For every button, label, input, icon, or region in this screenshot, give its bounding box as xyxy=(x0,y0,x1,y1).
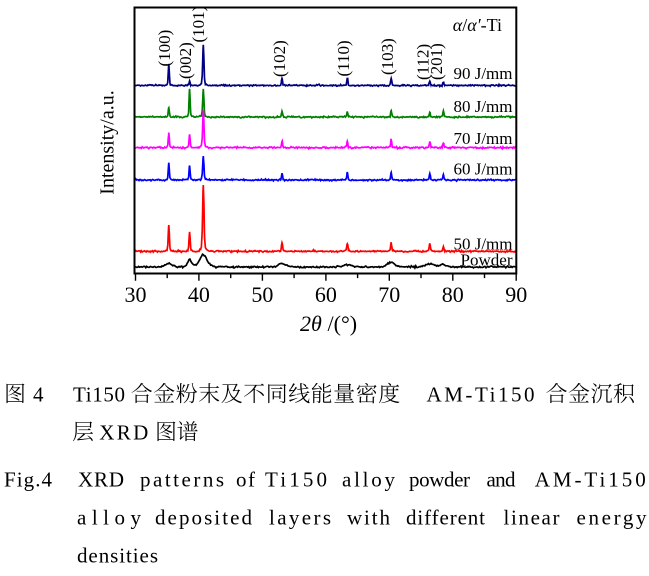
svg-text:(102): (102) xyxy=(270,40,289,77)
svg-text:Fig.4: Fig.4 xyxy=(4,467,53,491)
svg-text:AM-Ti150: AM-Ti150 xyxy=(535,467,646,491)
svg-text:(110): (110) xyxy=(334,40,353,76)
svg-text:90: 90 xyxy=(505,282,527,307)
svg-text:XRD: XRD xyxy=(78,467,124,491)
svg-text:60 J/mm: 60 J/mm xyxy=(453,160,512,179)
svg-text:30: 30 xyxy=(125,282,147,307)
svg-text:(201): (201) xyxy=(427,43,446,80)
svg-text:40: 40 xyxy=(188,282,210,307)
svg-text:70: 70 xyxy=(378,282,400,307)
svg-text:50: 50 xyxy=(251,282,273,307)
svg-text:Ti150: Ti150 xyxy=(73,383,125,407)
svg-text:(002): (002) xyxy=(176,42,195,79)
svg-text:60: 60 xyxy=(315,282,337,307)
svg-text:(101): (101) xyxy=(189,6,208,43)
svg-text:powder: powder xyxy=(409,467,470,491)
svg-text:patterns: patterns xyxy=(140,467,224,491)
svg-text:with: with xyxy=(347,505,391,529)
svg-text:α/α′-Ti: α/α′-Ti xyxy=(453,15,502,35)
svg-text:50 J/mm: 50 J/mm xyxy=(453,235,512,254)
svg-text:80 J/mm: 80 J/mm xyxy=(453,97,512,116)
svg-text:AM-Ti150: AM-Ti150 xyxy=(427,383,535,407)
svg-text:deposited: deposited xyxy=(155,505,253,529)
svg-text:(100): (100) xyxy=(155,30,174,67)
svg-text:XRD: XRD xyxy=(99,421,148,445)
svg-text:4: 4 xyxy=(33,383,44,407)
svg-text:(112): (112) xyxy=(414,44,433,80)
svg-text:Powder: Powder xyxy=(461,251,513,270)
svg-text:Ti150: Ti150 xyxy=(265,467,327,491)
svg-text:different: different xyxy=(406,505,485,529)
svg-text:70 J/mm: 70 J/mm xyxy=(453,129,512,148)
svg-text:densities: densities xyxy=(77,543,158,567)
svg-text:of: of xyxy=(236,467,255,491)
svg-text:90 J/mm: 90 J/mm xyxy=(453,64,512,83)
svg-text:/(°): /(°) xyxy=(328,311,358,336)
svg-text:(103): (103) xyxy=(378,38,397,75)
svg-text:80: 80 xyxy=(442,282,464,307)
svg-text:Intensity/a.u.: Intensity/a.u. xyxy=(97,90,119,194)
svg-text:linear: linear xyxy=(504,505,560,529)
svg-text:and: and xyxy=(487,467,517,491)
svg-text:2θ: 2θ xyxy=(300,311,322,336)
